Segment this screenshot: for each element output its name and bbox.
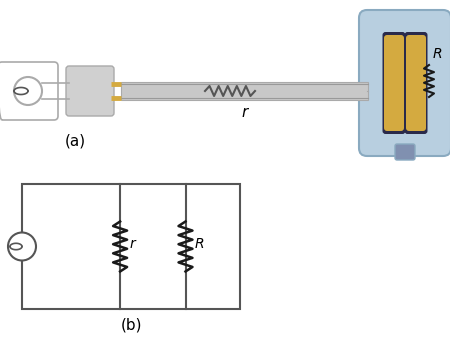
FancyBboxPatch shape <box>405 32 428 134</box>
Circle shape <box>8 233 36 260</box>
Text: R: R <box>194 238 204 252</box>
FancyBboxPatch shape <box>382 32 405 134</box>
Polygon shape <box>121 82 368 100</box>
FancyBboxPatch shape <box>384 35 404 131</box>
FancyBboxPatch shape <box>359 10 450 156</box>
Text: r: r <box>129 238 135 252</box>
Text: (a): (a) <box>64 134 86 149</box>
Text: (b): (b) <box>120 317 142 332</box>
FancyBboxPatch shape <box>406 35 426 131</box>
FancyBboxPatch shape <box>66 66 114 116</box>
Text: r: r <box>242 105 248 120</box>
Text: R: R <box>433 47 443 61</box>
FancyBboxPatch shape <box>395 144 415 160</box>
